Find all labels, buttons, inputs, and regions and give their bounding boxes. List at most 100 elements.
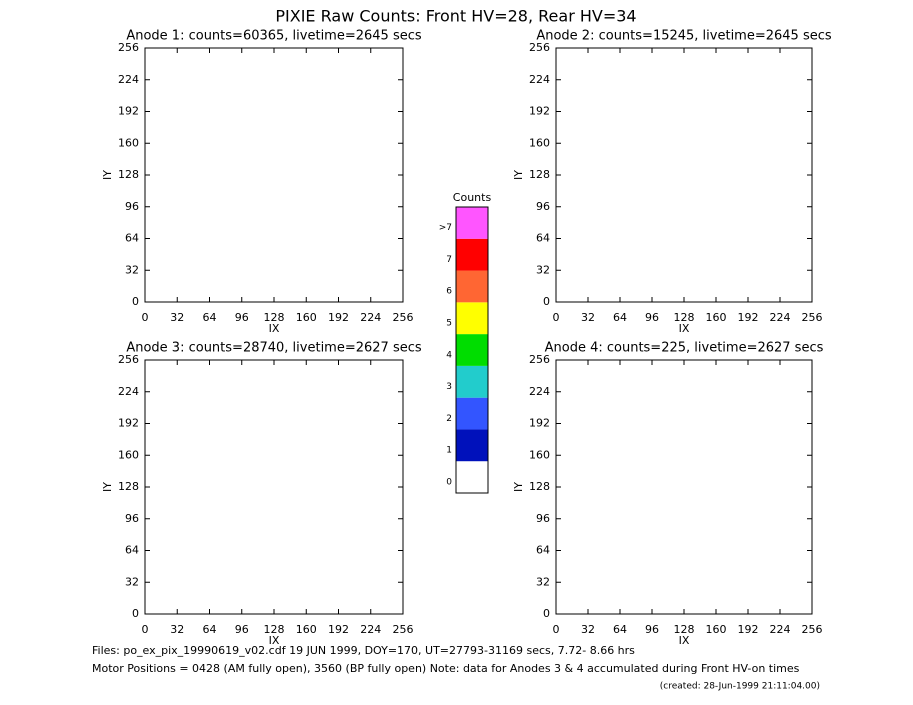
y-axis-label: IY	[101, 482, 114, 492]
y-tick-label: 32	[125, 575, 139, 588]
panel-title: Anode 4: counts=225, livetime=2627 secs	[545, 341, 824, 356]
y-tick-label: 224	[118, 73, 139, 86]
y-tick-label: 96	[536, 200, 550, 213]
x-tick-label: 160	[706, 623, 727, 636]
y-tick-label: 32	[536, 575, 550, 588]
x-tick-label: 192	[328, 311, 349, 324]
y-tick-label: 128	[529, 480, 550, 493]
x-tick-label: 128	[264, 623, 285, 636]
y-tick-label: 256	[529, 41, 550, 54]
x-tick-label: 224	[770, 623, 791, 636]
x-tick-label: 128	[674, 311, 695, 324]
colorbar-label: 5	[446, 318, 452, 328]
footer-line: Motor Positions = 0428 (AM fully open), …	[92, 662, 800, 675]
y-tick-label: 0	[132, 295, 139, 308]
x-tick-label: 224	[360, 311, 381, 324]
y-axis-label: IY	[512, 170, 525, 180]
x-tick-label: 0	[142, 311, 149, 324]
x-tick-label: 0	[142, 623, 149, 636]
y-tick-label: 224	[529, 73, 550, 86]
panel-title: Anode 3: counts=28740, livetime=2627 sec…	[126, 341, 422, 356]
x-axis-label: IX	[269, 322, 280, 335]
y-tick-label: 256	[529, 353, 550, 366]
x-tick-label: 256	[393, 311, 414, 324]
panel-title: Anode 2: counts=15245, livetime=2645 sec…	[536, 29, 832, 44]
x-tick-label: 192	[328, 623, 349, 636]
y-tick-label: 32	[125, 263, 139, 276]
x-tick-label: 64	[203, 623, 217, 636]
plot-area	[144, 47, 404, 303]
x-tick-label: 32	[170, 311, 184, 324]
y-tick-label: 192	[118, 417, 139, 430]
colorbar-label: 6	[446, 287, 452, 297]
x-tick-label: 64	[613, 311, 627, 324]
colorbar-cell	[456, 334, 488, 366]
colorbar-label: 3	[446, 382, 452, 392]
y-tick-label: 256	[118, 41, 139, 54]
colorbar-label: 1	[446, 446, 452, 456]
y-tick-label: 32	[536, 263, 550, 276]
plot-area	[555, 359, 813, 615]
footer-line: Files: po_ex_pix_19990619_v02.cdf 19 JUN…	[92, 644, 635, 657]
y-tick-label: 192	[529, 417, 550, 430]
colorbar-label: 0	[446, 477, 452, 487]
y-tick-label: 160	[529, 448, 550, 461]
colorbar-cell	[456, 302, 488, 335]
x-tick-label: 256	[393, 623, 414, 636]
y-tick-label: 160	[118, 448, 139, 461]
x-tick-label: 128	[264, 311, 285, 324]
y-tick-label: 192	[529, 105, 550, 118]
y-tick-label: 128	[118, 168, 139, 181]
y-tick-label: 64	[125, 232, 139, 245]
x-axis-label: IX	[679, 322, 690, 335]
x-tick-label: 160	[296, 623, 317, 636]
x-axis-label: IX	[679, 634, 690, 647]
colorbar-cell	[456, 365, 488, 398]
x-tick-label: 128	[674, 623, 695, 636]
y-tick-label: 0	[543, 607, 550, 620]
footer-created: (created: 28-Jun-1999 21:11:04.00)	[660, 682, 820, 692]
colorbar-label: 4	[446, 350, 452, 360]
x-tick-label: 32	[581, 623, 595, 636]
y-tick-label: 96	[125, 200, 139, 213]
y-tick-label: 192	[118, 105, 139, 118]
colorbar-label: 2	[446, 414, 452, 424]
colorbar-cell	[456, 238, 488, 271]
colorbar-frame	[455, 206, 489, 494]
y-tick-label: 96	[125, 512, 139, 525]
colorbar-cell	[456, 270, 488, 303]
x-tick-label: 64	[203, 311, 217, 324]
colorbar-title: Counts	[453, 191, 492, 204]
y-tick-label: 224	[529, 385, 550, 398]
x-tick-label: 192	[738, 311, 759, 324]
y-axis-label: IY	[512, 482, 525, 492]
y-tick-label: 128	[529, 168, 550, 181]
x-tick-label: 224	[770, 311, 791, 324]
y-tick-label: 128	[118, 480, 139, 493]
plot-area	[144, 359, 404, 615]
y-tick-label: 256	[118, 353, 139, 366]
colorbar-cell	[456, 207, 488, 239]
x-tick-label: 160	[296, 311, 317, 324]
y-tick-label: 64	[536, 232, 550, 245]
x-tick-label: 0	[553, 623, 560, 636]
x-tick-label: 32	[581, 311, 595, 324]
x-tick-label: 0	[553, 311, 560, 324]
panel-title: Anode 1: counts=60365, livetime=2645 sec…	[126, 29, 422, 44]
x-tick-label: 64	[613, 623, 627, 636]
x-tick-label: 96	[645, 623, 659, 636]
x-tick-label: 96	[235, 311, 249, 324]
x-tick-label: 256	[802, 311, 823, 324]
x-tick-label: 224	[360, 623, 381, 636]
x-tick-label: 96	[235, 623, 249, 636]
colorbar-cell	[456, 429, 488, 462]
y-tick-label: 160	[118, 136, 139, 149]
x-tick-label: 256	[802, 623, 823, 636]
colorbar-label: >7	[439, 223, 452, 233]
y-tick-label: 160	[529, 136, 550, 149]
y-tick-label: 64	[536, 544, 550, 557]
y-tick-label: 0	[543, 295, 550, 308]
y-tick-label: 0	[132, 607, 139, 620]
y-axis-label: IY	[101, 170, 114, 180]
